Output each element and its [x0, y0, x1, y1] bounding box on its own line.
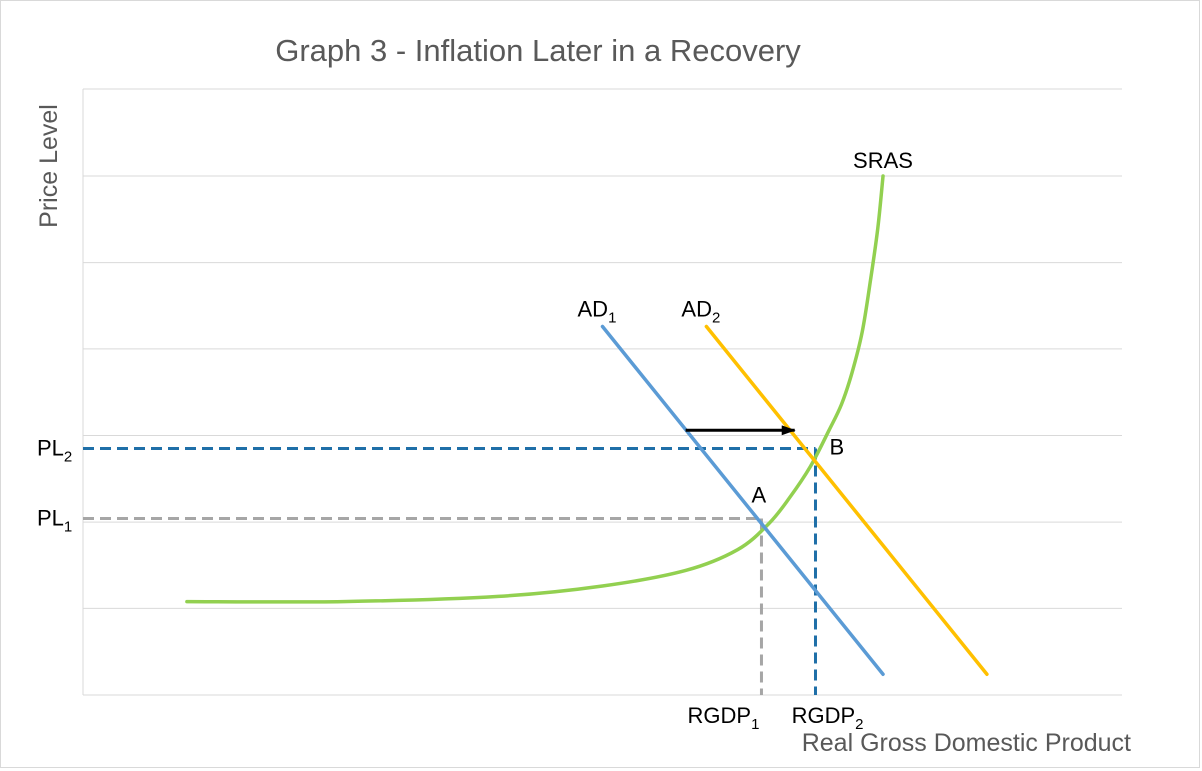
series-label-ad2: AD2 — [681, 297, 720, 327]
equilibrium-guides — [83, 446, 817, 695]
rgdp-label-2: RGDP2 — [792, 703, 864, 733]
gridlines — [82, 88, 1122, 696]
series-lines — [185, 174, 989, 676]
chart-title: Graph 3 - Inflation Later in a Recovery — [275, 33, 801, 68]
point-label-b: B — [829, 434, 844, 459]
series-line-ad1 — [600, 324, 885, 676]
series-line-sras — [185, 174, 885, 604]
rgdp-label-1: RGDP1 — [688, 703, 760, 733]
series-label-sras: SRAS — [853, 148, 913, 173]
series-label-ad1: AD1 — [578, 297, 617, 327]
x-axis-title: Real Gross Domestic Product — [802, 729, 1131, 757]
series-line-ad2 — [704, 324, 989, 676]
point-label-a: A — [751, 483, 766, 508]
y-axis-title: Price Level — [35, 104, 63, 228]
price-level-label-1: PL1 — [37, 506, 72, 536]
price-level-label-2: PL2 — [37, 435, 72, 465]
series-labels: SRAS AD1 AD2 A PL1 RGDP1 B PL2 RGDP2 — [37, 148, 913, 733]
